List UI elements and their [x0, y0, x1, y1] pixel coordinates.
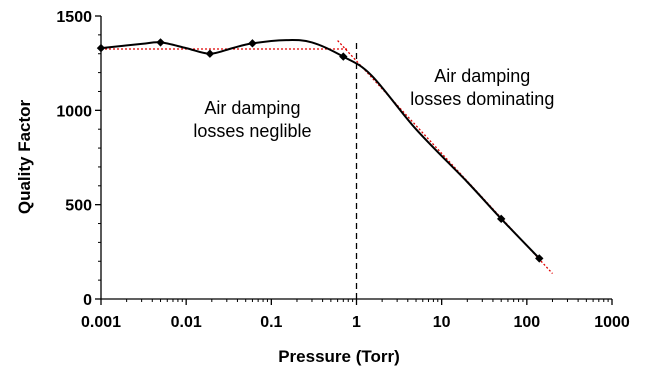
- x-tick-label: 0.01: [171, 314, 202, 331]
- annotations: Air damping losses neglible Air damping los…: [193, 66, 554, 141]
- y-tick-label: 0: [83, 292, 92, 309]
- data-point-3: [205, 49, 215, 58]
- x-tick-label: 10: [433, 314, 451, 331]
- annotation-line: losses neglible: [193, 121, 311, 141]
- y-tick-label: 1000: [56, 103, 92, 120]
- data-point-2: [156, 38, 165, 47]
- data-point-4: [248, 39, 257, 48]
- x-tick-label: 0.1: [260, 314, 282, 331]
- annotation-2: Air damping losses dominating: [410, 66, 554, 109]
- x-tick-label: 1000: [594, 314, 630, 331]
- annotation-line: losses dominating: [410, 89, 554, 109]
- y-tick-label: 500: [65, 198, 92, 215]
- x-tick-label: 0.001: [81, 314, 121, 331]
- axes: 0.001 0.01 0.1 1 10 100 1000 0 500 1000 1500: [56, 9, 629, 331]
- annotation-line: Air damping: [204, 98, 300, 118]
- annotation-line: Air damping: [434, 66, 530, 86]
- quality-factor-curve: [100, 39, 541, 260]
- data-point-5: [339, 52, 348, 61]
- data-point-7: [535, 254, 544, 263]
- plot-area: [96, 38, 553, 299]
- annotation-1: Air damping losses neglible: [193, 98, 311, 141]
- x-tick-label: 1: [352, 314, 361, 331]
- y-tick-label: 1500: [56, 9, 92, 26]
- x-axis-title: Pressure (Torr): [278, 347, 400, 366]
- x-tick-label: 100: [513, 314, 540, 331]
- data-point-6: [496, 214, 506, 224]
- y-axis-title: Quality Factor: [15, 99, 34, 214]
